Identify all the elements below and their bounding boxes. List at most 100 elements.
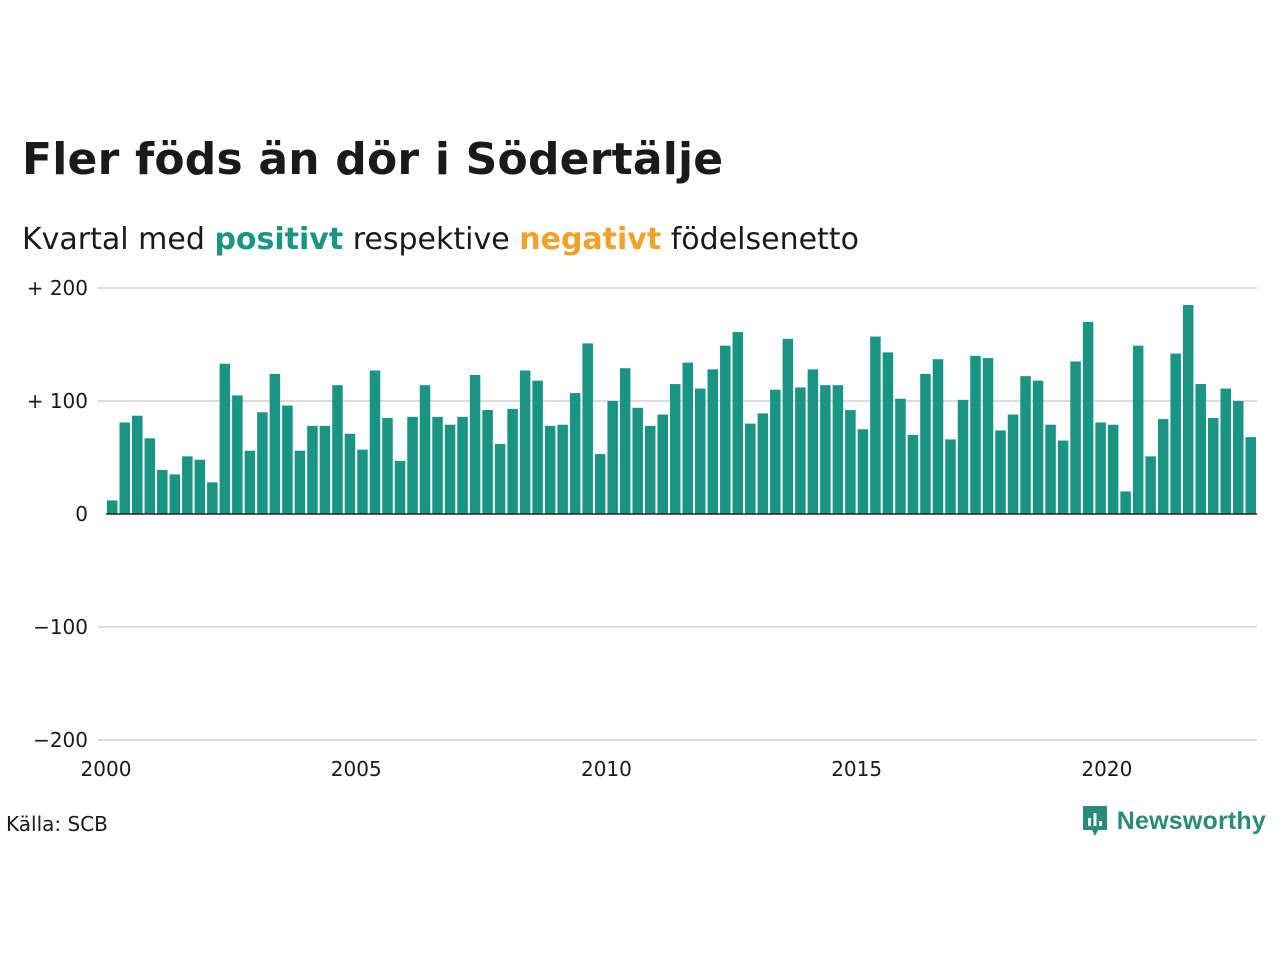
subtitle-prefix: Kvartal med — [22, 222, 205, 257]
y-tick-label: −100 — [33, 615, 88, 639]
y-tick-label: 0 — [75, 502, 88, 526]
bar — [419, 385, 431, 514]
bar — [1120, 491, 1131, 514]
x-tick-label: 2010 — [581, 757, 632, 781]
bar — [294, 450, 306, 514]
bar — [194, 459, 206, 514]
bar — [244, 450, 256, 514]
bar — [1070, 361, 1081, 514]
bar — [657, 414, 668, 514]
bar — [1220, 388, 1231, 514]
bar — [682, 362, 694, 514]
bar — [519, 370, 531, 514]
bar — [269, 373, 281, 514]
bar — [157, 469, 168, 514]
bar — [945, 439, 956, 514]
bar — [807, 369, 819, 514]
bar — [144, 438, 156, 514]
bar — [219, 363, 231, 514]
bar — [469, 375, 481, 514]
bar — [532, 380, 543, 514]
bar — [1032, 380, 1044, 514]
bar — [494, 443, 506, 514]
bar — [382, 417, 393, 514]
bar — [1170, 353, 1181, 514]
bar — [357, 449, 368, 514]
bar — [169, 474, 181, 514]
bar — [344, 433, 356, 514]
bar — [1107, 424, 1119, 514]
bar — [644, 425, 656, 514]
bar — [482, 410, 493, 514]
x-tick-label: 2015 — [831, 757, 882, 781]
bar — [619, 368, 631, 514]
bar — [1157, 419, 1169, 514]
bar — [982, 358, 994, 514]
bar — [307, 425, 318, 514]
bar — [432, 416, 443, 514]
x-tick-label: 2005 — [331, 757, 382, 781]
subtitle-middle: respektive — [352, 222, 510, 257]
bar — [795, 387, 806, 514]
axes: + 200 + 100 0 −100 −200 2000 2005 2010 2015 2020 — [27, 276, 1257, 781]
bar — [1182, 304, 1194, 514]
bar — [895, 398, 906, 514]
bar — [1045, 424, 1056, 514]
y-tick-label: −200 — [33, 728, 88, 752]
newsworthy-logo-icon — [1082, 806, 1107, 836]
bar — [582, 343, 593, 514]
x-tick-label: 2000 — [81, 757, 132, 781]
bar — [845, 410, 856, 514]
bar — [507, 408, 518, 514]
y-tick-label: + 100 — [27, 389, 88, 413]
bar — [970, 355, 981, 514]
bar — [1057, 440, 1069, 514]
bar — [782, 338, 794, 514]
bar — [569, 393, 581, 514]
bar — [1207, 417, 1219, 514]
bar — [745, 423, 756, 514]
bar — [920, 373, 931, 514]
bar — [882, 352, 894, 514]
bars — [107, 304, 1256, 514]
bar — [119, 422, 131, 514]
bar — [707, 369, 719, 514]
bar — [257, 412, 268, 514]
bar — [757, 413, 769, 514]
bar — [132, 415, 143, 514]
bar — [207, 482, 218, 514]
subtitle-positive-word: positivt — [214, 222, 344, 257]
subtitle-suffix: födelsenetto — [670, 222, 859, 257]
bar — [932, 359, 944, 514]
source-note: Källa: SCB — [6, 812, 108, 836]
bar — [369, 370, 381, 514]
bar — [1232, 401, 1244, 514]
bar — [832, 385, 844, 514]
bar — [720, 345, 731, 514]
bar — [770, 389, 781, 514]
bar — [995, 430, 1006, 514]
bar — [1195, 384, 1206, 514]
bar — [820, 385, 831, 514]
bar — [457, 416, 468, 514]
bar — [1245, 437, 1256, 514]
bar — [107, 500, 118, 514]
subtitle-negative-word: negativt — [519, 222, 662, 257]
bar — [957, 399, 969, 514]
brand-name: Newsworthy — [1116, 806, 1266, 835]
brand[interactable]: Newsworthy — [1081, 804, 1266, 838]
bar — [695, 388, 706, 514]
bar — [444, 424, 456, 514]
bar — [544, 425, 556, 514]
bar — [1145, 456, 1156, 514]
bar — [594, 454, 606, 514]
x-tick-label: 2020 — [1081, 757, 1132, 781]
bar — [282, 405, 293, 514]
bar — [319, 425, 331, 514]
bar — [1007, 414, 1019, 514]
bar — [732, 332, 744, 514]
bar — [557, 424, 568, 514]
bar — [632, 407, 643, 514]
chart-subtitle: Kvartal med positivt respektive negativt… — [22, 222, 859, 257]
bar — [1132, 345, 1144, 514]
